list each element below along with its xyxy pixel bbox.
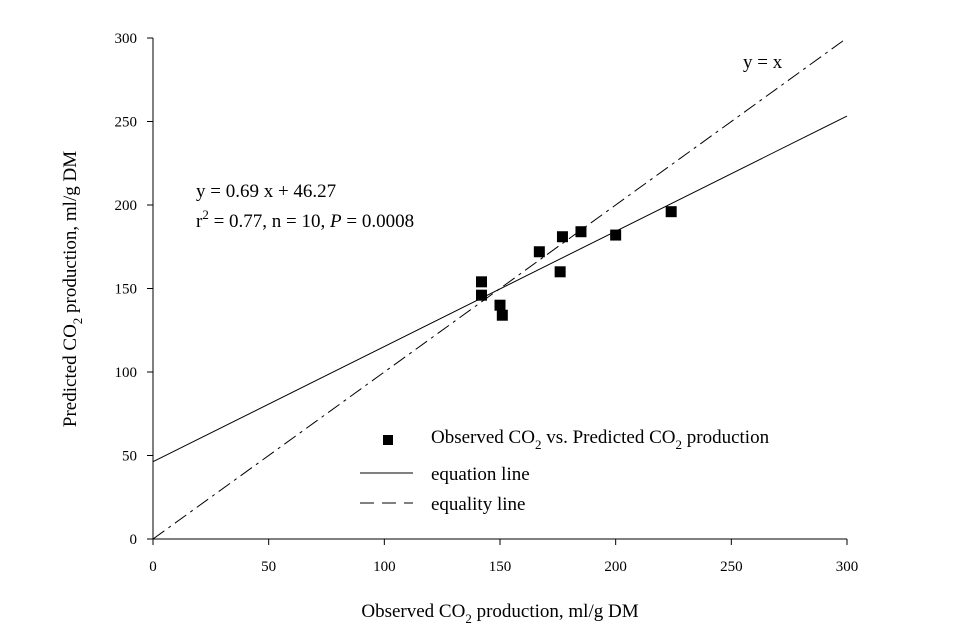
identity-line-label: y = x (743, 52, 783, 73)
x-tick-label: 0 (149, 559, 157, 575)
equality-line (152, 37, 848, 540)
legend: Observed CO2 vs. Predicted CO2 productio… (360, 427, 770, 515)
y-tick-label: 50 (122, 449, 137, 465)
y-ticks: 0 50 100 150 200 250 300 (115, 31, 153, 548)
data-point (494, 299, 506, 311)
x-tick-label: 200 (604, 559, 627, 575)
x-tick-label: 100 (373, 559, 396, 575)
data-point (554, 266, 566, 278)
y-tick-label: 300 (115, 31, 138, 47)
x-tick-label: 50 (261, 559, 276, 575)
data-point (475, 289, 487, 301)
legend-marker-square (383, 435, 393, 445)
legend-label-equality-line: equality line (431, 494, 525, 515)
y-tick-label: 250 (115, 115, 138, 131)
data-point (665, 206, 677, 218)
y-axis-title: Predicted CO2 production, ml/g DM (60, 151, 85, 427)
legend-label-observed: Observed CO2 vs. Predicted CO2 productio… (431, 427, 770, 452)
equation-annotation: y = 0.69 x + 46.27 (196, 181, 336, 202)
equation-line (152, 115, 848, 463)
data-point (575, 226, 587, 238)
x-ticks: 0 50 100 150 200 250 300 (149, 539, 858, 575)
x-axis-title: Observed CO2 production, ml/g DM (361, 601, 638, 626)
legend-label-equation-line: equation line (431, 464, 530, 485)
fit-lines (152, 37, 848, 540)
y-tick-label: 150 (115, 282, 138, 298)
y-tick-label: 0 (130, 532, 138, 548)
data-point (556, 231, 568, 243)
data-point (475, 276, 487, 288)
y-tick-label: 100 (115, 365, 138, 381)
x-tick-label: 150 (489, 559, 512, 575)
data-point (610, 229, 622, 241)
data-points (475, 206, 677, 321)
x-tick-label: 250 (720, 559, 743, 575)
x-tick-label: 300 (836, 559, 859, 575)
data-point (533, 246, 545, 258)
data-point (496, 309, 508, 321)
stats-annotation: r2 = 0.77, n = 10, P = 0.0008 (196, 207, 414, 232)
y-tick-label: 200 (115, 198, 138, 214)
